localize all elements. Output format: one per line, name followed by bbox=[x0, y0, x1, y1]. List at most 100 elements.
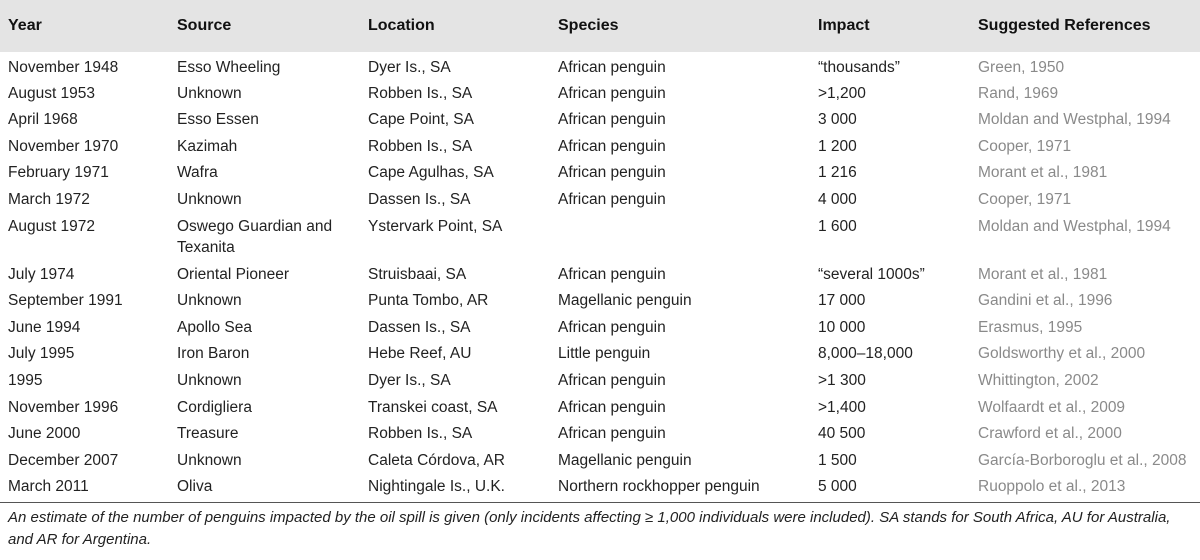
cell-impact: 1 216 bbox=[818, 164, 857, 182]
table-row: June 1994 Apollo Sea Dassen Is., SA Afri… bbox=[0, 313, 1200, 340]
cell-species: Magellanic penguin bbox=[558, 292, 692, 310]
cell-location: Dassen Is., SA bbox=[368, 190, 471, 208]
table-row: 1995 Unknown Dyer Is., SA African pengui… bbox=[0, 366, 1200, 393]
cell-year: December 2007 bbox=[8, 451, 119, 469]
cell-impact: “thousands” bbox=[818, 59, 900, 76]
cell-reference: Goldsworthy et al., 2000 bbox=[978, 345, 1146, 363]
table-row: March 2011 Oliva Nightingale Is., U.K. N… bbox=[0, 472, 1200, 503]
cell-species: Northern rockhopper penguin bbox=[550, 472, 810, 503]
header-source: Source bbox=[169, 0, 360, 52]
cell-location: Struisbaai, SA bbox=[368, 265, 467, 283]
cell-source: Kazimah bbox=[177, 137, 238, 155]
table-row: February 1971 Wafra Cape Agulhas, SA Afr… bbox=[0, 158, 1200, 185]
cell-impact: >1,200 bbox=[818, 84, 866, 102]
cell-year: July 1995 bbox=[8, 345, 75, 363]
cell-source: Esso Wheeling bbox=[177, 59, 281, 76]
cell-source: Unknown bbox=[177, 451, 242, 469]
cell-species: African penguin bbox=[558, 318, 666, 336]
cell-impact: 1 500 bbox=[818, 451, 857, 469]
cell-reference: Morant et al., 1981 bbox=[978, 164, 1108, 182]
cell-location: Caleta Córdova, AR bbox=[368, 451, 505, 469]
cell-reference: Gandini et al., 1996 bbox=[978, 292, 1113, 310]
cell-source: Iron Baron bbox=[177, 345, 250, 363]
cell-reference: Cooper, 1971 bbox=[978, 190, 1072, 208]
cell-impact: “several 1000s” bbox=[818, 265, 925, 283]
cell-location: Cape Agulhas, SA bbox=[368, 164, 494, 182]
cell-year: November 1970 bbox=[8, 137, 119, 155]
cell-reference: Moldan and Westphal, 1994 bbox=[978, 217, 1171, 235]
cell-species: African penguin bbox=[558, 111, 666, 129]
table-row: March 1972 Unknown Dassen Is., SA Africa… bbox=[0, 185, 1200, 212]
table-row: November 1970 Kazimah Robben Is., SA Afr… bbox=[0, 132, 1200, 159]
cell-year: November 1996 bbox=[8, 398, 119, 416]
header-impact: Impact bbox=[810, 0, 970, 52]
cell-location: Punta Tombo, AR bbox=[368, 292, 489, 310]
cell-impact: >1,400 bbox=[818, 398, 866, 416]
cell-year: November 1948 bbox=[8, 59, 119, 76]
cell-species: African penguin bbox=[558, 265, 666, 283]
cell-species: African penguin bbox=[558, 425, 666, 443]
cell-year: April 1968 bbox=[8, 111, 78, 129]
table-row: August 1972 Oswego Guardian and Texanita… bbox=[0, 212, 1200, 260]
cell-location: Robben Is., SA bbox=[368, 84, 473, 102]
cell-reference: Green, 1950 bbox=[978, 59, 1065, 76]
cell-location: Dyer Is., SA bbox=[368, 59, 451, 76]
cell-impact: 8,000–18,000 bbox=[818, 345, 913, 363]
table-row: November 1996 Cordigliera Transkei coast… bbox=[0, 393, 1200, 420]
cell-species: African penguin bbox=[558, 190, 666, 208]
cell-year: March 2011 bbox=[0, 472, 169, 503]
table-body: November 1948 Esso Wheeling Dyer Is., SA… bbox=[0, 52, 1200, 503]
header-species: Species bbox=[550, 0, 810, 52]
cell-reference: Wolfaardt et al., 2009 bbox=[978, 398, 1126, 416]
cell-reference: Ruoppolo et al., 2013 bbox=[970, 472, 1200, 503]
cell-species: African penguin bbox=[558, 398, 666, 416]
cell-source: Cordigliera bbox=[177, 398, 252, 416]
cell-impact: 3 000 bbox=[818, 111, 857, 129]
cell-species: African penguin bbox=[558, 164, 666, 182]
table-row: September 1991 Unknown Punta Tombo, AR M… bbox=[0, 286, 1200, 313]
cell-source: Esso Essen bbox=[177, 111, 259, 129]
cell-location: Robben Is., SA bbox=[368, 137, 473, 155]
cell-year: July 1974 bbox=[8, 265, 75, 283]
cell-location: Transkei coast, SA bbox=[368, 398, 498, 416]
cell-impact: >1 300 bbox=[818, 371, 866, 389]
cell-source: Oriental Pioneer bbox=[177, 265, 290, 283]
cell-year: August 1972 bbox=[8, 217, 96, 235]
cell-species: African penguin bbox=[558, 137, 666, 155]
cell-species: African penguin bbox=[558, 84, 666, 102]
cell-location: Robben Is., SA bbox=[368, 425, 473, 443]
cell-year: 1995 bbox=[8, 371, 43, 389]
table-row: August 1953 Unknown Robben Is., SA Afric… bbox=[0, 79, 1200, 106]
table-row: December 2007 Unknown Caleta Córdova, AR… bbox=[0, 446, 1200, 473]
oil-spill-table: Year Source Location Species Impact Sugg… bbox=[0, 0, 1200, 503]
cell-impact: 40 500 bbox=[818, 425, 866, 443]
cell-reference: Whittington, 2002 bbox=[978, 371, 1099, 389]
cell-species: Little penguin bbox=[558, 345, 651, 363]
cell-reference: Rand, 1969 bbox=[978, 84, 1059, 102]
cell-location: Cape Point, SA bbox=[368, 111, 474, 129]
header-year: Year bbox=[0, 0, 169, 52]
cell-impact: 5 000 bbox=[810, 472, 970, 503]
cell-source: Oliva bbox=[169, 472, 360, 503]
cell-species bbox=[550, 212, 810, 260]
cell-source: Unknown bbox=[177, 190, 242, 208]
cell-impact: 10 000 bbox=[818, 318, 866, 336]
cell-location: Dyer Is., SA bbox=[368, 371, 451, 389]
cell-source: Wafra bbox=[177, 164, 218, 182]
cell-impact: 17 000 bbox=[818, 292, 866, 310]
table-header: Year Source Location Species Impact Sugg… bbox=[0, 0, 1200, 52]
table-row: June 2000 Treasure Robben Is., SA Africa… bbox=[0, 419, 1200, 446]
cell-location: Ystervark Point, SA bbox=[368, 217, 503, 235]
cell-year: June 2000 bbox=[8, 425, 81, 443]
cell-reference: Moldan and Westphal, 1994 bbox=[978, 111, 1171, 129]
cell-source: Treasure bbox=[177, 425, 239, 443]
cell-reference: Cooper, 1971 bbox=[978, 137, 1072, 155]
table-row: July 1974 Oriental Pioneer Struisbaai, S… bbox=[0, 260, 1200, 287]
cell-year: February 1971 bbox=[8, 164, 109, 182]
cell-source: Unknown bbox=[177, 292, 242, 310]
cell-source: Apollo Sea bbox=[177, 318, 252, 336]
cell-impact: 4 000 bbox=[818, 190, 857, 208]
cell-year: June 1994 bbox=[8, 318, 81, 336]
cell-species: African penguin bbox=[558, 59, 666, 76]
